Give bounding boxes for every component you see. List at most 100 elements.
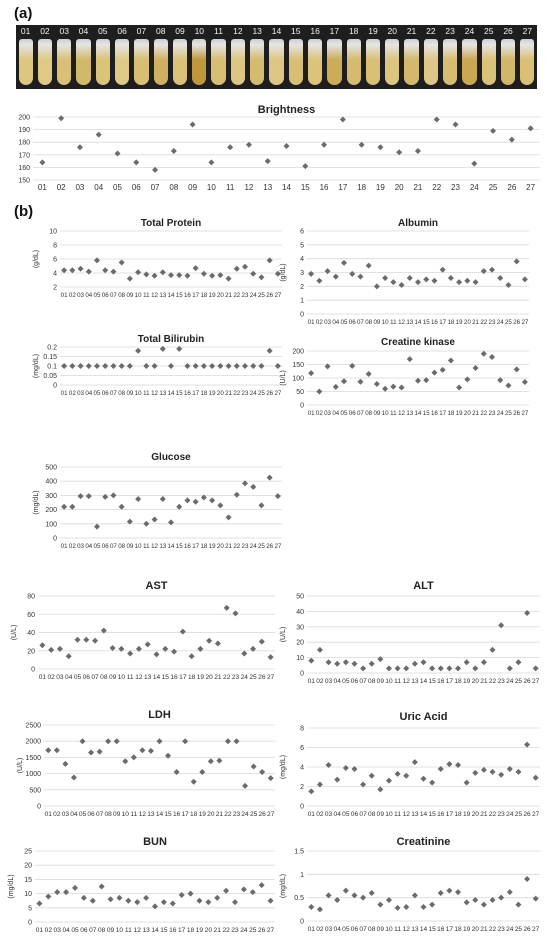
x-tick-label: 08 xyxy=(368,811,376,818)
data-point xyxy=(515,768,522,775)
chart-title: Brightness xyxy=(258,104,315,116)
tube-label: 14 xyxy=(271,26,282,36)
x-tick-label: 07 xyxy=(151,183,160,192)
x-tick-label: 04 xyxy=(334,678,342,685)
data-point xyxy=(258,274,265,281)
data-point xyxy=(308,370,315,377)
data-point xyxy=(377,901,384,908)
data-point xyxy=(85,493,92,500)
x-tick-label: 11 xyxy=(394,678,401,685)
x-tick-label: 24 xyxy=(506,926,514,933)
data-point xyxy=(446,665,453,672)
data-point xyxy=(110,492,117,499)
x-tick-label: 01 xyxy=(39,674,47,681)
data-point xyxy=(437,890,444,896)
data-point xyxy=(325,659,332,666)
x-tick-label: 04 xyxy=(85,292,92,299)
data-point xyxy=(349,270,356,277)
data-point xyxy=(107,896,114,903)
y-tick-label: 0 xyxy=(37,804,41,811)
x-tick-label: 20 xyxy=(464,410,471,417)
chart-title: LDH xyxy=(148,709,171,721)
x-tick-label: 27 xyxy=(526,183,535,192)
data-point xyxy=(446,761,453,768)
x-tick-label: 01 xyxy=(61,390,68,397)
data-point xyxy=(341,378,347,385)
y-tick-label: 190 xyxy=(18,127,30,134)
x-tick-label: 18 xyxy=(447,410,454,417)
data-point xyxy=(135,495,142,502)
y-tick-label: 2 xyxy=(300,284,304,291)
data-point xyxy=(199,768,206,775)
x-tick-label: 14 xyxy=(415,319,422,326)
data-point xyxy=(480,350,487,357)
x-tick-label: 18 xyxy=(454,678,462,685)
x-tick-label: 23 xyxy=(497,926,505,933)
data-point xyxy=(447,357,454,364)
x-tick-label: 06 xyxy=(102,292,109,299)
x-tick-label: 02 xyxy=(69,390,76,397)
y-tick-label: 0.15 xyxy=(43,354,57,361)
x-tick-label: 25 xyxy=(250,811,258,818)
x-tick-label: 10 xyxy=(135,543,142,550)
x-tick-label: 06 xyxy=(102,390,109,397)
data-point xyxy=(360,781,367,788)
x-tick-label: 05 xyxy=(74,674,82,681)
data-point xyxy=(489,646,496,653)
x-tick-label: 25 xyxy=(505,410,512,417)
y-tick-label: 400 xyxy=(45,479,57,486)
data-point xyxy=(102,363,109,369)
x-tick-label: 18 xyxy=(188,674,196,681)
x-tick-label: 13 xyxy=(144,674,152,681)
y-tick-label: 25 xyxy=(24,849,32,856)
x-tick-label: 18 xyxy=(200,292,207,299)
y-axis-label: (mg/dL) xyxy=(280,755,287,779)
x-tick-label: 20 xyxy=(472,678,480,685)
x-tick-label: 27 xyxy=(267,674,275,681)
x-tick-label: 20 xyxy=(217,390,224,397)
x-tick-label: 20 xyxy=(207,811,215,818)
data-point xyxy=(316,277,323,284)
data-point xyxy=(373,380,380,387)
x-tick-label: 25 xyxy=(489,183,498,192)
data-point xyxy=(264,158,271,165)
y-tick-label: 8 xyxy=(300,726,304,733)
x-tick-label: 20 xyxy=(205,927,213,934)
x-tick-label: 19 xyxy=(463,926,471,933)
data-point xyxy=(446,887,453,894)
data-point xyxy=(168,363,174,369)
data-point xyxy=(63,889,70,896)
x-tick-label: 25 xyxy=(258,292,265,299)
data-point xyxy=(358,141,365,148)
x-tick-label: 16 xyxy=(184,543,191,550)
x-tick-label: 25 xyxy=(515,926,523,933)
data-point xyxy=(411,660,418,667)
data-point xyxy=(225,275,232,282)
data-point xyxy=(152,903,158,910)
x-tick-label: 08 xyxy=(365,319,372,326)
x-tick-label: 06 xyxy=(83,674,91,681)
x-tick-label: 26 xyxy=(523,678,531,685)
x-tick-label: 18 xyxy=(187,927,195,934)
y-axis-label: (mg/dL) xyxy=(280,874,287,898)
x-tick-label: 16 xyxy=(431,319,438,326)
x-tick-label: 02 xyxy=(316,811,324,818)
x-tick-label: 22 xyxy=(224,811,232,818)
data-point xyxy=(36,900,43,907)
data-point xyxy=(259,768,266,775)
data-point xyxy=(48,646,55,653)
x-tick-label: 20 xyxy=(217,543,224,550)
y-tick-label: 20 xyxy=(296,640,304,647)
data-point xyxy=(169,900,176,907)
x-tick-label: 17 xyxy=(338,183,347,192)
x-tick-label: 27 xyxy=(532,811,540,818)
data-point xyxy=(188,653,195,660)
data-point xyxy=(102,267,109,274)
x-tick-label: 11 xyxy=(143,292,150,299)
x-tick-label: 07 xyxy=(89,927,97,934)
x-tick-label: 12 xyxy=(398,410,405,417)
y-tick-label: 500 xyxy=(29,787,41,794)
sample-tube xyxy=(481,39,496,85)
